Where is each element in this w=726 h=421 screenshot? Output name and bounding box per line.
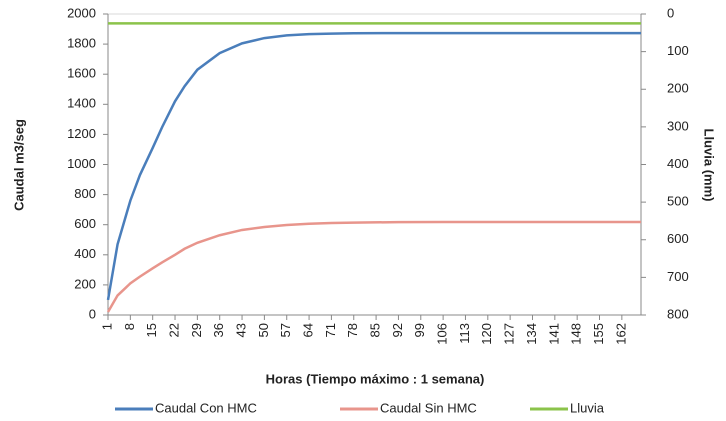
x-tick-label: 43	[233, 323, 248, 337]
x-tick-label: 134	[524, 323, 539, 345]
x-tick-label: 15	[144, 323, 159, 337]
y2-tick-label: 0	[667, 5, 674, 20]
legend-label: Caudal Sin HMC	[380, 400, 477, 415]
x-tick-label: 127	[502, 323, 517, 345]
y-tick-label: 1800	[67, 36, 96, 51]
x-tick-label: 106	[435, 323, 450, 345]
y2-tick-label: 500	[667, 194, 689, 209]
x-tick-label: 50	[256, 323, 271, 337]
y2-axis-title: Lluvia (mm)	[702, 129, 717, 202]
series-line	[106, 220, 641, 313]
x-tick-label: 1	[99, 323, 114, 330]
x-tick-label: 85	[368, 323, 383, 337]
y-tick-label: 1000	[67, 156, 96, 171]
plot-area	[107, 13, 642, 316]
x-tick-label: 22	[166, 323, 181, 337]
x-tick-label: 78	[345, 323, 360, 337]
y2-tick-label: 300	[667, 118, 689, 133]
y-axis-title: Caudal m3/seg	[11, 119, 26, 211]
x-tick-label: 113	[457, 323, 472, 344]
x-tick-label: 71	[323, 323, 338, 337]
x-tick-label: 162	[613, 323, 628, 345]
x-tick-label: 92	[390, 323, 405, 337]
y-tick-label: 0	[89, 306, 96, 321]
y-tick-label: 1400	[67, 96, 96, 111]
y2-tick-label: 100	[667, 43, 689, 58]
y-tick-label: 800	[74, 186, 96, 201]
y-tick-label: 1200	[67, 126, 96, 141]
x-tick-label: 155	[591, 323, 606, 345]
y2-tick-label: 700	[667, 269, 689, 284]
y-tick-label: 2000	[67, 5, 96, 20]
x-axis-title: Horas (Tiempo máximo : 1 semana)	[266, 371, 485, 386]
x-tick-label: 36	[211, 323, 226, 337]
y2-tick-label: 400	[667, 156, 689, 171]
series-line	[106, 31, 641, 301]
y-tick-label: 200	[74, 276, 96, 291]
y-tick-label: 1600	[67, 66, 96, 81]
y-tick-label: 400	[74, 246, 96, 261]
y-tick-label: 600	[74, 216, 96, 231]
x-tick-label: 64	[301, 323, 316, 337]
x-tick-label: 57	[278, 323, 293, 337]
y2-tick-label: 800	[667, 306, 689, 321]
x-tick-label: 99	[412, 323, 427, 337]
x-tick-label: 141	[546, 323, 561, 345]
y2-tick-label: 600	[667, 231, 689, 246]
x-tick-label: 8	[122, 323, 137, 330]
x-tick-label: 29	[189, 323, 204, 337]
y2-tick-label: 200	[667, 81, 689, 96]
x-tick-label: 120	[479, 323, 494, 345]
legend-label: Lluvia	[570, 400, 605, 415]
legend-label: Caudal Con HMC	[155, 400, 257, 415]
x-tick-label: 148	[569, 323, 584, 345]
